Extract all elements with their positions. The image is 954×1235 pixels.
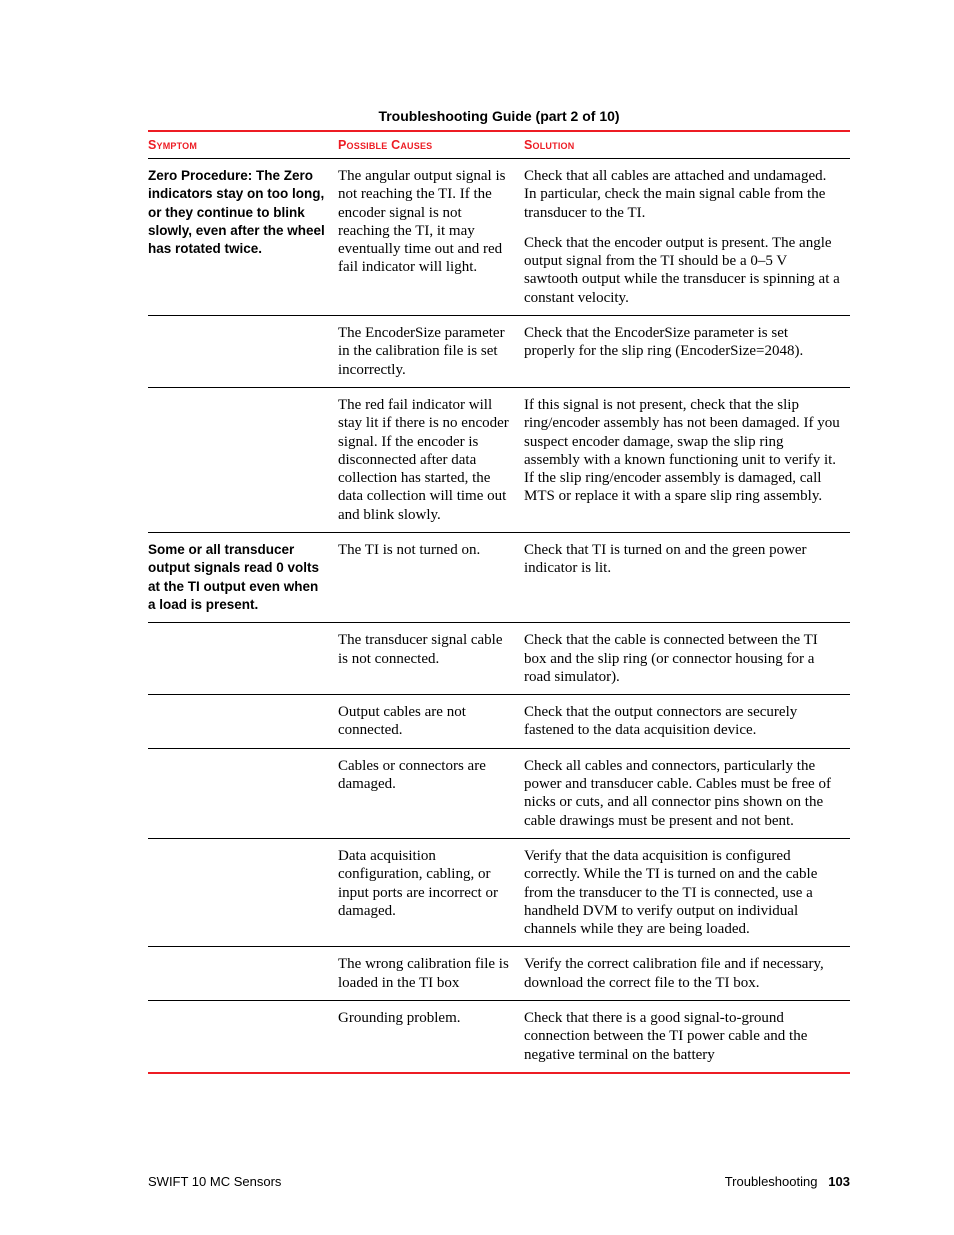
cell-cause: The EncoderSize parameter in the calibra… (338, 316, 524, 388)
cell-symptom (148, 1000, 338, 1072)
table-row: Grounding problem. Check that there is a… (148, 1000, 850, 1072)
cell-symptom (148, 695, 338, 749)
cell-cause: The wrong calibration file is loaded in … (338, 947, 524, 1001)
page: Troubleshooting Guide (part 2 of 10) Sym… (0, 0, 954, 1235)
cell-solution: Verify that the data acquisition is conf… (524, 838, 850, 946)
cell-symptom (148, 387, 338, 532)
symptom-text: Zero Procedure: The Zero indicators stay… (148, 168, 325, 256)
cell-cause: Cables or connectors are damaged. (338, 748, 524, 838)
cell-symptom (148, 838, 338, 946)
table-row: The red fail indicator will stay lit if … (148, 387, 850, 532)
cell-cause: The transducer signal cable is not conne… (338, 623, 524, 695)
table-row: Output cables are not connected. Check t… (148, 695, 850, 749)
cell-cause: Data acquisition configuration, cabling,… (338, 838, 524, 946)
footer-section: Troubleshooting (725, 1174, 818, 1189)
cell-symptom: Some or all transducer output signals re… (148, 533, 338, 623)
table-row: Some or all transducer output signals re… (148, 533, 850, 623)
cell-solution: Check that the encoder output is present… (524, 226, 850, 316)
table-row: Zero Procedure: The Zero indicators stay… (148, 159, 850, 226)
col-header-causes: Possible Causes (338, 131, 524, 159)
table-row: The transducer signal cable is not conne… (148, 623, 850, 695)
cell-solution: If this signal is not present, check tha… (524, 387, 850, 532)
cell-solution: Verify the correct calibration file and … (524, 947, 850, 1001)
table-row: The EncoderSize parameter in the calibra… (148, 316, 850, 388)
cell-symptom: Zero Procedure: The Zero indicators stay… (148, 159, 338, 316)
footer-right: Troubleshooting 103 (725, 1174, 850, 1189)
table-header-row: Symptom Possible Causes Solution (148, 131, 850, 159)
cell-cause: The TI is not turned on. (338, 533, 524, 623)
cell-symptom (148, 947, 338, 1001)
table-row: The wrong calibration file is loaded in … (148, 947, 850, 1001)
symptom-text: Some or all transducer output signals re… (148, 542, 319, 612)
table-row: Data acquisition configuration, cabling,… (148, 838, 850, 946)
cell-solution: Check all cables and connectors, particu… (524, 748, 850, 838)
cell-symptom (148, 748, 338, 838)
table-caption: Troubleshooting Guide (part 2 of 10) (148, 108, 850, 124)
cell-symptom (148, 316, 338, 388)
page-footer: SWIFT 10 MC Sensors Troubleshooting 103 (148, 1174, 850, 1189)
cell-solution: Check that the cable is connected betwee… (524, 623, 850, 695)
troubleshooting-table: Symptom Possible Causes Solution Zero Pr… (148, 130, 850, 1074)
col-header-symptom: Symptom (148, 131, 338, 159)
cell-cause: Grounding problem. (338, 1000, 524, 1072)
cell-cause: The red fail indicator will stay lit if … (338, 387, 524, 532)
table-row: Cables or connectors are damaged. Check … (148, 748, 850, 838)
cell-symptom (148, 623, 338, 695)
cell-cause: The angular output signal is not reachin… (338, 159, 524, 316)
cell-solution: Check that the EncoderSize parameter is … (524, 316, 850, 388)
col-header-solution: Solution (524, 131, 850, 159)
cell-solution: Check that the output connectors are sec… (524, 695, 850, 749)
cell-solution: Check that TI is turned on and the green… (524, 533, 850, 623)
cell-solution: Check that there is a good signal-to-gro… (524, 1000, 850, 1072)
footer-page-number: 103 (828, 1174, 850, 1189)
cell-cause: Output cables are not connected. (338, 695, 524, 749)
cell-solution: Check that all cables are attached and u… (524, 159, 850, 226)
footer-doc-title: SWIFT 10 MC Sensors (148, 1174, 281, 1189)
